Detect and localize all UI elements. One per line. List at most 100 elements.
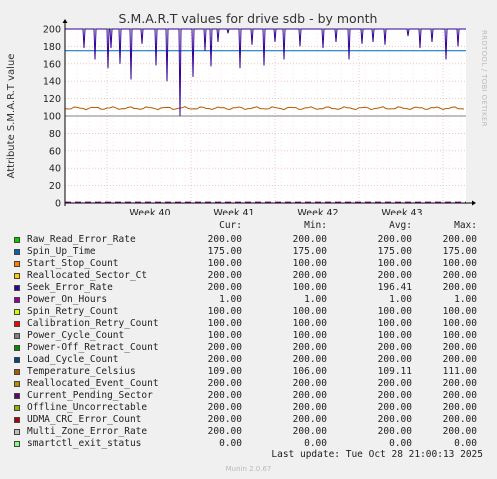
legend-max: 100.00 (442, 306, 477, 317)
legend-row: Multi_Zone_Error_Rate 200.00 200.00 200.00 2… (0, 426, 497, 438)
series-line (64, 106, 465, 111)
legend-max: 200.00 (442, 282, 477, 293)
legend-min: 200.00 (292, 270, 327, 281)
legend-series-name: Load_Cycle_Count (27, 354, 119, 365)
legend-row: Power-Off_Retract_Count 200.00 200.00 200.0… (0, 342, 497, 354)
y-tick-label: 140 (43, 77, 61, 88)
legend-avg: 200.00 (377, 390, 412, 401)
legend-cur: 100.00 (207, 306, 242, 317)
legend-row: Seek_Error_Rate 200.00 100.00 196.41 200.00 (0, 282, 497, 294)
legend-avg: 100.00 (377, 306, 412, 317)
legend-swatch (14, 237, 20, 243)
legend-avg: 200.00 (377, 342, 412, 353)
legend-cur: 100.00 (207, 318, 242, 329)
legend-row: Power_On_Hours 1.00 1.00 1.00 1.00 (0, 294, 497, 306)
legend-series-name: Raw_Read_Error_Rate (27, 234, 136, 245)
legend-series-name: Power_On_Hours (27, 294, 108, 305)
y-axis-label: Attribute S.M.A.R.T value (6, 54, 17, 179)
rrdtool-watermark: RRDTOOL / TOBI OETIKER (480, 30, 488, 127)
legend-avg: 100.00 (377, 330, 412, 341)
legend-max: 200.00 (442, 414, 477, 425)
legend-series-name: Power-Off_Retract_Count (27, 342, 159, 353)
legend-swatch (14, 345, 20, 351)
legend-series-name: Offline_Uncorrectable (27, 402, 148, 413)
y-tick-label: 60 (49, 146, 61, 157)
legend-cur: 200.00 (207, 282, 242, 293)
legend-swatch (14, 393, 20, 399)
legend-min: 200.00 (292, 354, 327, 365)
x-tick-label: Week 40 (129, 208, 170, 215)
series-line (65, 28, 466, 117)
legend-row: Start_Stop_Count 100.00 100.00 100.00 100.00 (0, 258, 497, 270)
legend-cur: 0.00 (219, 438, 242, 449)
legend-max: 200.00 (442, 342, 477, 353)
chart-title: S.M.A.R.T values for drive sdb - by mont… (119, 11, 378, 26)
legend-series-name: Calibration_Retry_Count (27, 318, 159, 329)
legend-cur: 109.00 (207, 366, 242, 377)
legend-avg: 200.00 (377, 414, 412, 425)
munin-version: Munin 2.0.67 (225, 465, 272, 473)
legend-cur: 1.00 (219, 294, 242, 305)
legend-min: 100.00 (292, 306, 327, 317)
y-tick-label: 20 (49, 181, 61, 192)
legend-cur: 200.00 (207, 426, 242, 437)
legend-max: 1.00 (454, 294, 477, 305)
legend-max: 200.00 (442, 354, 477, 365)
legend-series-name: Reallocated_Sector_Ct (27, 270, 148, 281)
x-tick-label: Week 42 (297, 208, 338, 215)
y-tick-label: 120 (43, 94, 61, 105)
legend-max: 100.00 (442, 318, 477, 329)
legend-series-name: smartctl_exit_status (27, 438, 142, 449)
x-axis-arrow (472, 200, 476, 206)
legend-avg: 100.00 (377, 318, 412, 329)
legend-max: 100.00 (442, 330, 477, 341)
legend-avg: 196.41 (377, 282, 412, 293)
legend-swatch (14, 441, 20, 447)
legend-cur: 200.00 (207, 402, 242, 413)
legend-row: Spin_Retry_Count 100.00 100.00 100.00 100.00 (0, 306, 497, 318)
legend-max: 200.00 (442, 378, 477, 389)
legend-series-name: UDMA_CRC_Error_Count (27, 414, 142, 425)
legend-row: Load_Cycle_Count 200.00 200.00 200.00 200.00 (0, 354, 497, 366)
col-min: Min: (304, 220, 327, 231)
legend-avg: 175.00 (377, 246, 412, 257)
legend-max: 200.00 (442, 234, 477, 245)
legend-min: 200.00 (292, 426, 327, 437)
y-tick-label: 100 (43, 112, 61, 123)
legend-avg: 109.11 (377, 366, 412, 377)
legend-row: Calibration_Retry_Count 100.00 100.00 100.0… (0, 318, 497, 330)
chart-area: 0 20 40 60 80 100 120 140 160 180 200 Week 40 Week 4… (6, 11, 476, 215)
legend-min: 200.00 (292, 342, 327, 353)
legend-min: 200.00 (292, 390, 327, 401)
legend-row: Reallocated_Sector_Ct 200.00 200.00 200.00 2… (0, 270, 497, 282)
legend-min: 175.00 (292, 246, 327, 257)
y-axis-arrow (62, 19, 68, 23)
y-tick-label: 200 (43, 25, 61, 36)
legend-swatch (14, 357, 20, 363)
legend-avg: 0.00 (389, 438, 412, 449)
legend-max: 0.00 (454, 438, 477, 449)
y-tick-label: 160 (43, 59, 61, 70)
legend-swatch (14, 321, 20, 327)
legend-avg: 200.00 (377, 402, 412, 413)
col-cur: Cur: (219, 220, 242, 231)
legend-cur: 100.00 (207, 258, 242, 269)
legend-avg: 200.00 (377, 354, 412, 365)
legend-series-name: Start_Stop_Count (27, 258, 119, 269)
legend-min: 200.00 (292, 402, 327, 413)
legend-row: UDMA_CRC_Error_Count 200.00 200.00 200.00 20… (0, 414, 497, 426)
legend-swatch (14, 405, 20, 411)
legend-avg: 200.00 (377, 270, 412, 281)
legend-row: Raw_Read_Error_Rate 200.00 200.00 200.00 200… (0, 234, 497, 246)
legend-max: 111.00 (442, 366, 477, 377)
legend-min: 100.00 (292, 318, 327, 329)
legend-min: 0.00 (304, 438, 327, 449)
legend-min: 200.00 (292, 378, 327, 389)
legend-swatch (14, 285, 20, 291)
legend-min: 100.00 (292, 330, 327, 341)
legend-max: 200.00 (442, 270, 477, 281)
legend-cur: 200.00 (207, 414, 242, 425)
legend-header: Cur: Min: Avg: Max: (0, 220, 497, 232)
y-tick-label: 40 (49, 164, 61, 175)
legend-row: Reallocated_Event_Count 200.00 200.00 200.0… (0, 378, 497, 390)
